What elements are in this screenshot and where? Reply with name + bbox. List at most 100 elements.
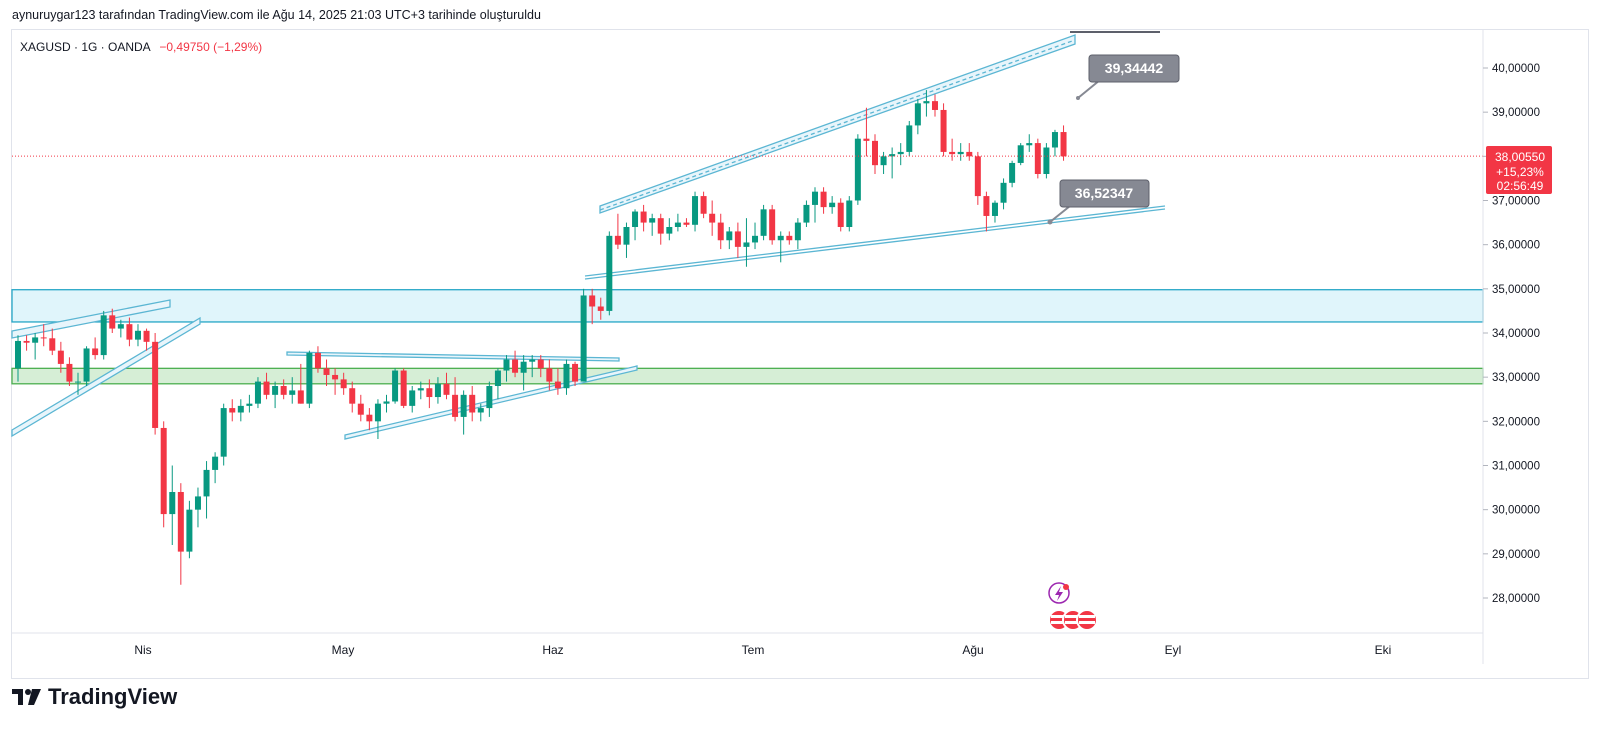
candle[interactable]	[83, 346, 90, 386]
candle[interactable]	[1026, 134, 1033, 152]
candle[interactable]	[820, 187, 827, 214]
symbol-legend[interactable]: XAGUSD · 1G · OANDA −0,49750 (−1,29%)	[20, 40, 262, 54]
candle[interactable]	[692, 191, 699, 232]
candle[interactable]	[837, 198, 844, 232]
candle[interactable]	[340, 372, 347, 395]
candle[interactable]	[160, 421, 167, 528]
candle[interactable]	[931, 94, 938, 117]
candle[interactable]	[949, 138, 956, 161]
candle[interactable]	[366, 408, 373, 431]
candle[interactable]	[580, 288, 587, 382]
candle[interactable]	[152, 333, 159, 435]
candle[interactable]	[332, 368, 339, 395]
candle[interactable]	[734, 222, 741, 258]
candle[interactable]	[803, 200, 810, 228]
candle[interactable]	[92, 337, 99, 360]
candle[interactable]	[57, 341, 64, 373]
tradingview-brand[interactable]: TradingView	[12, 684, 177, 710]
candle[interactable]	[743, 218, 750, 267]
candle[interactable]	[486, 381, 493, 417]
candle[interactable]	[426, 379, 433, 409]
candle[interactable]	[409, 386, 416, 413]
candle[interactable]	[392, 368, 399, 404]
candle[interactable]	[263, 372, 270, 400]
candle[interactable]	[1009, 160, 1016, 188]
candle[interactable]	[194, 487, 201, 528]
candle[interactable]	[272, 381, 279, 409]
candle[interactable]	[477, 403, 484, 422]
candle[interactable]	[1017, 143, 1024, 166]
candle[interactable]	[254, 377, 261, 409]
candle[interactable]	[314, 346, 321, 373]
candle[interactable]	[563, 359, 570, 395]
candle[interactable]	[889, 147, 896, 179]
candle[interactable]	[229, 399, 236, 422]
candle[interactable]	[623, 222, 630, 258]
candle[interactable]	[974, 151, 981, 205]
candle[interactable]	[674, 213, 681, 232]
candle[interactable]	[434, 377, 441, 404]
candle[interactable]	[597, 297, 604, 320]
candle[interactable]	[169, 465, 176, 546]
candle[interactable]	[297, 363, 304, 404]
candle[interactable]	[794, 218, 801, 250]
candle[interactable]	[640, 204, 647, 232]
support-zone[interactable]	[11, 367, 1484, 385]
candle[interactable]	[923, 90, 930, 117]
candle[interactable]	[400, 368, 407, 409]
candle[interactable]	[460, 390, 467, 435]
candle[interactable]	[494, 368, 501, 400]
candlestick-chart[interactable]: 39,34442 36,52347 28,00000 29,00000 30,000…	[0, 0, 1600, 680]
candle[interactable]	[417, 381, 424, 400]
candle[interactable]	[186, 500, 193, 559]
candle[interactable]	[246, 394, 253, 413]
candle[interactable]	[374, 399, 381, 439]
candle[interactable]	[126, 317, 133, 347]
candle[interactable]	[220, 403, 227, 466]
candle[interactable]	[74, 372, 81, 395]
candle[interactable]	[23, 335, 30, 351]
candle[interactable]	[991, 200, 998, 223]
candle[interactable]	[657, 213, 664, 245]
candle[interactable]	[726, 227, 733, 250]
candle[interactable]	[914, 98, 921, 135]
candle[interactable]	[280, 379, 287, 400]
candle[interactable]	[854, 134, 861, 205]
candle[interactable]	[614, 213, 621, 250]
candle[interactable]	[829, 196, 836, 214]
candle[interactable]	[863, 107, 870, 157]
candle[interactable]	[777, 231, 784, 263]
candle[interactable]	[700, 191, 707, 219]
candle[interactable]	[940, 103, 947, 157]
candle[interactable]	[109, 308, 116, 333]
candle[interactable]	[546, 359, 553, 391]
candle[interactable]	[512, 350, 519, 378]
candle[interactable]	[469, 386, 476, 422]
candle[interactable]	[1034, 138, 1041, 179]
candle[interactable]	[760, 204, 767, 241]
candle[interactable]	[812, 187, 819, 223]
candle[interactable]	[40, 324, 47, 347]
candle[interactable]	[1000, 178, 1007, 210]
candle[interactable]	[349, 381, 356, 413]
callout-lower[interactable]: 36,52347	[1047, 179, 1150, 225]
candle[interactable]	[957, 143, 964, 161]
candle[interactable]	[906, 121, 913, 157]
candle[interactable]	[177, 483, 184, 585]
candle[interactable]	[49, 328, 56, 356]
candle[interactable]	[872, 134, 878, 174]
candle[interactable]	[752, 222, 759, 250]
candle[interactable]	[503, 355, 510, 382]
candle[interactable]	[100, 310, 107, 360]
candle[interactable]	[237, 399, 244, 422]
candle[interactable]	[966, 143, 973, 161]
candle[interactable]	[717, 213, 724, 250]
candle[interactable]	[554, 368, 561, 395]
candle[interactable]	[846, 196, 853, 232]
candle[interactable]	[15, 335, 21, 382]
candle[interactable]	[32, 333, 39, 360]
candle[interactable]	[452, 377, 459, 422]
candle[interactable]	[537, 355, 544, 378]
candle[interactable]	[143, 328, 150, 351]
candle[interactable]	[212, 452, 219, 484]
